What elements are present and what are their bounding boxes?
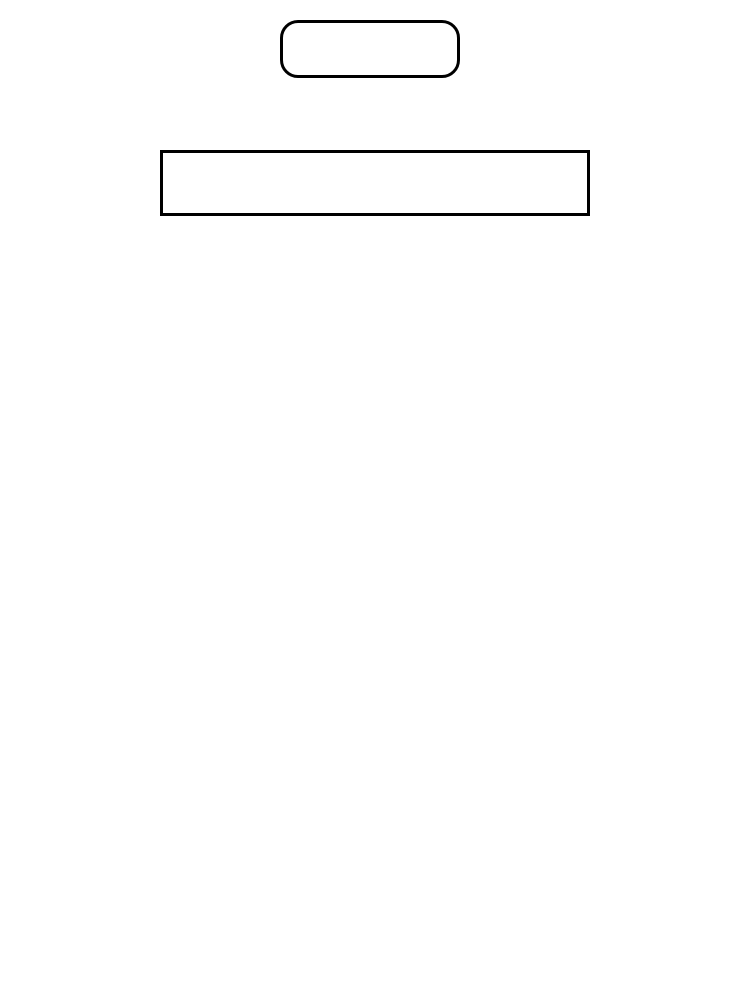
step-box xyxy=(160,150,590,216)
start-node xyxy=(280,20,460,78)
